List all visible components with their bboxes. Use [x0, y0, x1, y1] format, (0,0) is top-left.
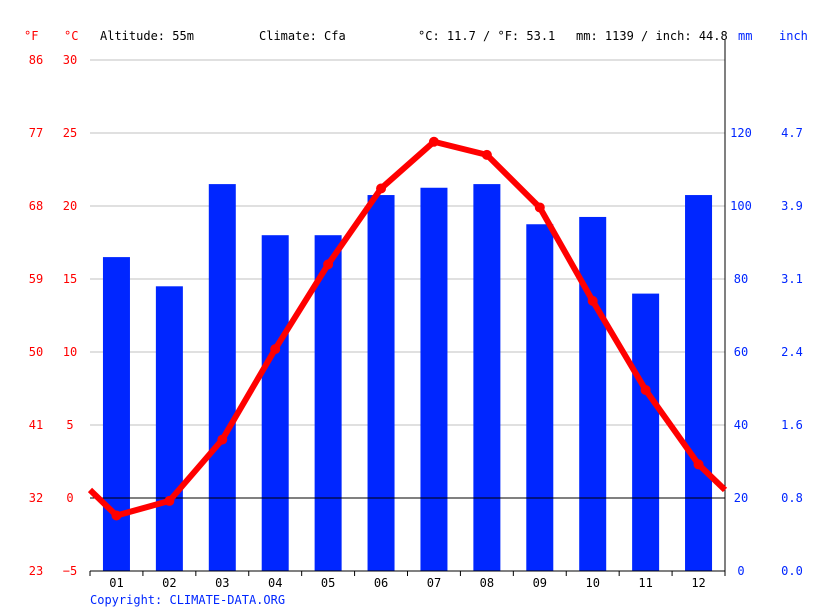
month-label: 12 — [691, 576, 705, 590]
tick-label-f: 23 — [29, 564, 43, 578]
tick-label-c: 10 — [63, 345, 77, 359]
temperature-point — [534, 202, 545, 213]
month-label: 06 — [374, 576, 388, 590]
temperature-point — [323, 259, 334, 270]
tick-label-inch: 4.7 — [781, 126, 803, 140]
tick-label-mm: 40 — [734, 418, 748, 432]
tick-label-mm: 60 — [734, 345, 748, 359]
tick-label-f: 32 — [29, 491, 43, 505]
tick-label-f: 50 — [29, 345, 43, 359]
precip-bar — [261, 235, 289, 571]
temperature-point — [376, 183, 387, 194]
temperature-point — [217, 434, 228, 445]
unit-c-label: °C — [64, 29, 78, 43]
tick-label-f: 77 — [29, 126, 43, 140]
tick-label-f: 41 — [29, 418, 43, 432]
month-label: 08 — [480, 576, 494, 590]
altitude-label: Altitude: 55m — [100, 29, 194, 43]
tick-label-inch: 0.0 — [781, 564, 803, 578]
tick-label-inch: 3.9 — [781, 199, 803, 213]
tick-label-mm: 20 — [734, 491, 748, 505]
month-label: 07 — [427, 576, 441, 590]
tick-label-f: 68 — [29, 199, 43, 213]
month-label: 09 — [533, 576, 547, 590]
month-label: 02 — [162, 576, 176, 590]
tick-label-c: 25 — [63, 126, 77, 140]
temperature-point — [481, 149, 492, 160]
precip-bar — [579, 216, 607, 571]
unit-f-label: °F — [24, 29, 38, 43]
tick-label-c: 30 — [63, 53, 77, 67]
precip-bar — [473, 184, 501, 571]
precip-bar — [155, 286, 183, 571]
temperature-line — [87, 138, 728, 519]
month-label: 05 — [321, 576, 335, 590]
tick-label-c: 20 — [63, 199, 77, 213]
tick-label-inch: 0.8 — [781, 491, 803, 505]
temperature-point — [587, 295, 598, 306]
tick-label-inch: 2.4 — [781, 345, 803, 359]
tick-label-mm: 80 — [734, 272, 748, 286]
month-label: 10 — [585, 576, 599, 590]
precip-total-label: mm: 1139 / inch: 44.8 — [576, 29, 728, 43]
climate-label: Climate: Cfa — [259, 29, 346, 43]
month-label: 01 — [109, 576, 123, 590]
unit-mm-label: mm — [738, 29, 752, 43]
precip-bar — [526, 224, 554, 571]
temperature-point — [270, 344, 281, 355]
precip-bar — [420, 187, 448, 571]
tick-label-mm: 0 — [737, 564, 744, 578]
temp-average-label: °C: 11.7 / °F: 53.1 — [418, 29, 555, 43]
temperature-point — [640, 384, 651, 395]
unit-inch-label: inch — [779, 29, 808, 43]
month-label: 04 — [268, 576, 282, 590]
precip-bar — [102, 257, 130, 571]
tick-label-mm: 100 — [730, 199, 752, 213]
precip-bar — [314, 235, 342, 571]
month-label: 03 — [215, 576, 229, 590]
tick-label-mm: 120 — [730, 126, 752, 140]
tick-label-c: −5 — [63, 564, 77, 578]
tick-label-inch: 1.6 — [781, 418, 803, 432]
tick-label-f: 86 — [29, 53, 43, 67]
precip-bar — [685, 195, 713, 572]
precip-bar — [367, 195, 395, 572]
copyright-link[interactable]: Copyright: CLIMATE-DATA.ORG — [90, 593, 285, 607]
month-label: 11 — [638, 576, 652, 590]
temperature-point — [693, 459, 704, 470]
tick-label-inch: 3.1 — [781, 272, 803, 286]
precip-bar — [632, 293, 660, 571]
temperature-point — [164, 495, 175, 506]
tick-label-c: 15 — [63, 272, 77, 286]
precip-bar — [208, 184, 236, 571]
tick-label-c: 0 — [66, 491, 73, 505]
temperature-point — [428, 136, 439, 147]
tick-label-c: 5 — [66, 418, 73, 432]
temperature-point — [111, 510, 122, 521]
tick-label-f: 59 — [29, 272, 43, 286]
